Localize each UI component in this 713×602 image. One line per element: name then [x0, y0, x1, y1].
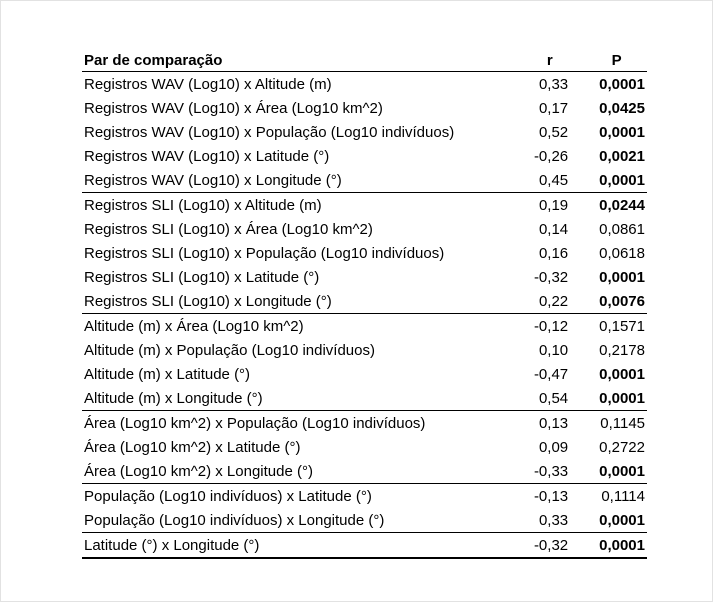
cell-pair: Registros SLI (Log10) x População (Log10…: [84, 244, 445, 262]
cell-r: 0,16: [538, 244, 569, 262]
cell-pair: Área (Log10 km^2) x Longitude (°): [82, 459, 480, 484]
cell-p: 0,1571: [599, 317, 645, 335]
cell-pair: Registros SLI (Log10) x Latitude (°): [84, 268, 320, 286]
cell-pair: Altitude (m) x Longitude (°): [82, 386, 480, 411]
cell-pair: Altitude (m) x Área (Log10 km^2): [84, 317, 304, 335]
cell-p: 0,0244: [599, 196, 645, 214]
cell-p: 0,0076: [586, 289, 647, 314]
cell-pair: Registros WAV (Log10) x Área (Log10 km^2…: [84, 99, 383, 117]
table-row: Altitude (m) x Área (Log10 km^2) -0,12 0,1…: [82, 314, 647, 339]
table-row: Registros WAV (Log10) x Latitude (°) -0,2…: [82, 144, 647, 168]
cell-p: 0,0001: [599, 123, 645, 141]
cell-p: 0,1145: [600, 414, 645, 432]
cell-r: -0,12: [533, 317, 569, 335]
cell-p: 0,1114: [601, 487, 645, 505]
cell-p: 0,0001: [586, 386, 647, 411]
cell-p: 0,0001: [599, 365, 645, 383]
cell-r: -0,32: [533, 268, 569, 286]
table-row: Área (Log10 km^2) x População (Log10 ind…: [82, 411, 647, 436]
cell-pair: Registros WAV (Log10) x Latitude (°): [84, 147, 330, 165]
cell-r: 0,14: [538, 220, 569, 238]
cell-p: 0,0001: [586, 532, 647, 559]
cell-pair: Registros WAV (Log10) x Altitude (m): [84, 75, 332, 93]
cell-r: 0,10: [538, 341, 569, 359]
cell-pair: Registros SLI (Log10) x Área (Log10 km^2…: [84, 220, 373, 238]
correlation-table: Par de comparação r P Registros WAV (Log…: [82, 50, 647, 559]
cell-r: -0,26: [533, 147, 569, 165]
table-row: Registros SLI (Log10) x Latitude (°) -0,3…: [82, 265, 647, 289]
cell-p: 0,0861: [599, 220, 645, 238]
cell-pair: Registros WAV (Log10) x População (Log10…: [84, 123, 455, 141]
table-row: Registros WAV (Log10) x Longitude (°) 0,4…: [82, 168, 647, 193]
cell-p: 0,2722: [599, 438, 645, 456]
table-row: Altitude (m) x Longitude (°) 0,54 0,0001: [82, 386, 647, 411]
table-row: População (Log10 indivíduos) x Longitude…: [82, 508, 647, 533]
cell-p: 0,0618: [599, 244, 645, 262]
cell-r: 0,17: [538, 99, 569, 117]
cell-p: 0,0001: [586, 168, 647, 193]
cell-pair: Altitude (m) x Latitude (°): [84, 365, 251, 383]
cell-r: -0,32: [479, 532, 587, 559]
header-row: Par de comparação r P: [82, 50, 647, 72]
cell-r: -0,13: [533, 487, 569, 505]
table-row: Área (Log10 km^2) x Latitude (°) 0,09 0,27…: [82, 435, 647, 459]
cell-r: -0,33: [479, 459, 587, 484]
table-row: Registros SLI (Log10) x Altitude (m) 0,19…: [82, 193, 647, 218]
cell-pair: Altitude (m) x População (Log10 indivídu…: [84, 341, 375, 359]
table-row: Registros WAV (Log10) x População (Log10…: [82, 120, 647, 144]
table-row: População (Log10 indivíduos) x Latitude …: [82, 484, 647, 509]
cell-pair: Registros WAV (Log10) x Longitude (°): [82, 168, 480, 193]
cell-p: 0,0001: [599, 75, 645, 93]
cell-p: 0,0001: [599, 268, 645, 286]
cell-r: -0,47: [533, 365, 569, 383]
table-row: Altitude (m) x Latitude (°) -0,47 0,0001: [82, 362, 647, 386]
table-row: Registros SLI (Log10) x População (Log10…: [82, 241, 647, 265]
cell-r: 0,09: [538, 438, 569, 456]
header-pair: Par de comparação: [82, 50, 480, 72]
cell-p: 0,0001: [586, 508, 647, 533]
cell-p: 0,0001: [586, 459, 647, 484]
cell-pair: Registros SLI (Log10) x Altitude (m): [84, 196, 322, 214]
header-p: P: [586, 50, 647, 72]
cell-p: 0,2178: [599, 341, 645, 359]
cell-pair: Registros SLI (Log10) x Longitude (°): [82, 289, 480, 314]
cell-r: 0,33: [538, 75, 569, 93]
table-row: Registros SLI (Log10) x Área (Log10 km^2…: [82, 217, 647, 241]
cell-r: 0,22: [479, 289, 587, 314]
table-row: Registros WAV (Log10) x Área (Log10 km^2…: [82, 96, 647, 120]
table-row: Altitude (m) x População (Log10 indivídu…: [82, 338, 647, 362]
cell-r: 0,54: [479, 386, 587, 411]
cell-pair: População (Log10 indivíduos) x Longitude…: [82, 508, 480, 533]
cell-r: 0,19: [538, 196, 569, 214]
cell-p: 0,0425: [599, 99, 645, 117]
cell-pair: População (Log10 indivíduos) x Latitude …: [84, 487, 372, 505]
table-row: Área (Log10 km^2) x Longitude (°) -0,33 0,…: [82, 459, 647, 484]
header-r: r: [479, 50, 587, 72]
cell-pair: Área (Log10 km^2) x População (Log10 ind…: [84, 414, 426, 432]
cell-r: 0,52: [538, 123, 569, 141]
table-row: Registros WAV (Log10) x Altitude (m) 0,33…: [82, 72, 647, 97]
table-body: Registros WAV (Log10) x Altitude (m) 0,33…: [82, 72, 647, 559]
cell-p: 0,0021: [599, 147, 645, 165]
cell-pair: Latitude (°) x Longitude (°): [82, 532, 480, 559]
cell-r: 0,33: [479, 508, 587, 533]
table-row: Registros SLI (Log10) x Longitude (°) 0,2…: [82, 289, 647, 314]
table-row: Latitude (°) x Longitude (°) -0,32 0,0001: [82, 532, 647, 559]
cell-pair: Área (Log10 km^2) x Latitude (°): [84, 438, 301, 456]
cell-r: 0,13: [538, 414, 569, 432]
cell-r: 0,45: [479, 168, 587, 193]
